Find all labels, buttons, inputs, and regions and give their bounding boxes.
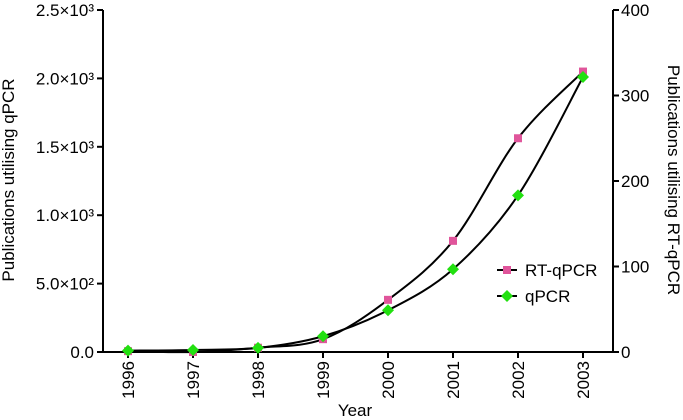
series-marker-square xyxy=(514,134,522,143)
series-marker-diamond xyxy=(187,343,199,356)
series-marker-diamond xyxy=(382,304,394,317)
y-left-tick-label: 1.0×10³ xyxy=(36,206,94,225)
x-tick-label: 2001 xyxy=(444,361,463,399)
y-right-tick-label: 100 xyxy=(621,258,649,277)
series-marker-square xyxy=(384,295,392,304)
series-marker-square xyxy=(449,236,457,245)
series-line-rt-qpcr xyxy=(127,70,584,354)
x-tick-label: 2002 xyxy=(509,361,528,399)
y-right-tick-label: 400 xyxy=(621,1,649,20)
y-left-tick-label: 2.5×10³ xyxy=(36,1,94,20)
x-tick-label: 1997 xyxy=(184,361,203,399)
legend: RT-qPCR qPCR xyxy=(497,261,597,306)
series-marker-diamond xyxy=(501,290,513,302)
y-left-tick-label: 0.0 xyxy=(70,343,94,362)
y-axis-right-title: Publications utilising RT-qPCR xyxy=(664,65,683,295)
tick-layer: 0.0 5.0×10² 1.0×10³ 1.5×10³ 2.0×10³ 2.5×10³ 0 1… xyxy=(36,1,650,399)
y-left-tick-label: 1.5×10³ xyxy=(36,138,94,157)
y-axis-left-title: Publications utilising qPCR xyxy=(0,78,18,281)
series-marker-diamond xyxy=(512,189,524,202)
series-marker-diamond xyxy=(252,341,264,354)
y-right-tick-label: 200 xyxy=(621,172,649,191)
y-left-tick-label: 2.0×10³ xyxy=(36,69,94,88)
legend-label: RT-qPCR xyxy=(525,261,597,280)
y-right-tick-label: 0 xyxy=(621,343,630,362)
x-tick-label: 2003 xyxy=(574,361,593,399)
series-line-qpcr xyxy=(127,76,584,352)
legend-label: qPCR xyxy=(525,287,570,306)
series-marker-diamond xyxy=(447,263,459,276)
y-right-tick-label: 300 xyxy=(621,87,649,106)
x-axis-title: Year xyxy=(338,401,373,420)
series-marker-diamond xyxy=(122,344,134,357)
series-marker-diamond xyxy=(317,330,329,343)
series-layer xyxy=(122,67,589,357)
y-left-tick-label: 5.0×10² xyxy=(36,275,94,294)
series-marker-diamond xyxy=(577,71,589,84)
x-tick-label: 2000 xyxy=(379,361,398,399)
x-tick-label: 1996 xyxy=(119,361,138,399)
series-marker-square xyxy=(503,266,511,274)
x-tick-label: 1999 xyxy=(314,361,333,399)
x-tick-label: 1998 xyxy=(249,361,268,399)
